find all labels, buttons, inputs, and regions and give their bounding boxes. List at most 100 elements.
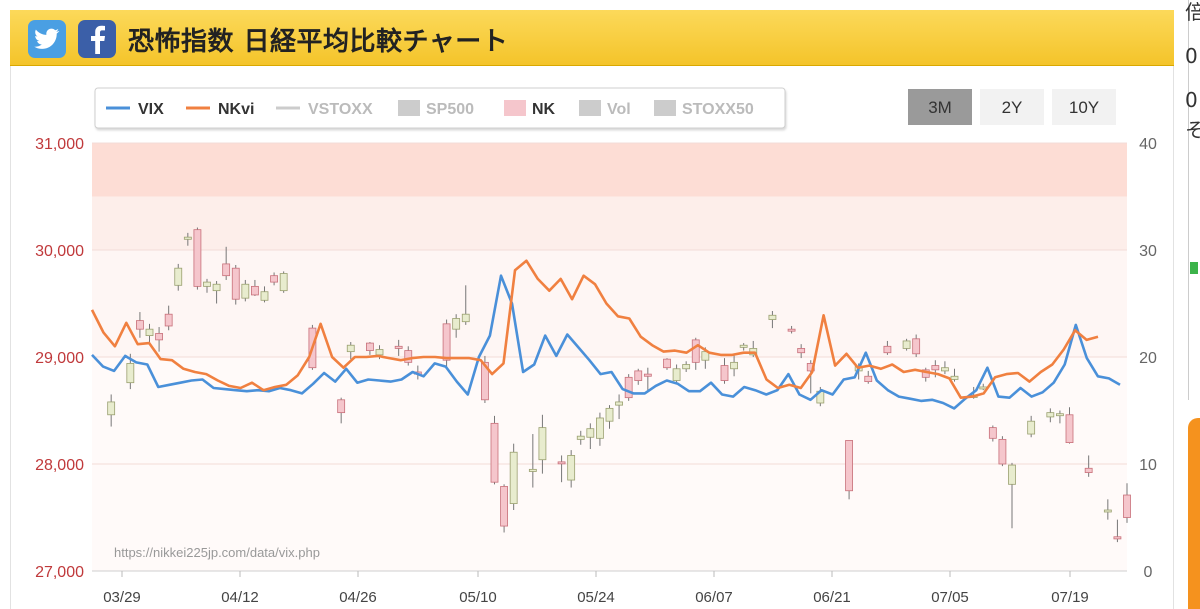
- y-left-tick-label: 31,000: [35, 136, 84, 153]
- candle-body: [461, 313, 470, 323]
- y-right-tick-label: 30: [1139, 243, 1157, 260]
- range-button-label: 3M: [928, 98, 952, 117]
- legend-item-stoxx50[interactable]: STOXX50: [654, 100, 754, 118]
- legend-item-vol[interactable]: Vol: [579, 100, 631, 118]
- candle-body: [605, 407, 614, 422]
- nk-candle: [222, 246, 231, 280]
- candle-body: [212, 283, 221, 292]
- nk-candle: [1046, 408, 1055, 423]
- range-button-bg: [1052, 89, 1116, 125]
- nk-candle: [1027, 415, 1036, 438]
- candle-body: [912, 338, 921, 355]
- nk-candle: [404, 346, 413, 366]
- nk-candle: [988, 425, 997, 442]
- candle-body: [682, 364, 691, 370]
- range-button-10y[interactable]: 10Y: [1052, 89, 1116, 125]
- nk-candle: [164, 305, 173, 331]
- y-left-tick-label: 30,000: [35, 243, 84, 260]
- legend-label: NK: [532, 101, 556, 118]
- legend-item-nk[interactable]: NK: [504, 100, 556, 118]
- candle-body: [557, 461, 566, 465]
- range-button-bg: [908, 89, 972, 125]
- x-tick-label: 07/19: [1051, 589, 1089, 606]
- range-button-3m[interactable]: 3M: [908, 89, 972, 125]
- legend-label: NKvi: [218, 101, 254, 118]
- sidebar-fragment: 倍: [1185, 0, 1200, 24]
- nk-candle: [634, 368, 643, 385]
- nk-candle: [1056, 410, 1064, 424]
- y-left-tick-label: 28,000: [35, 457, 84, 474]
- nk-candle: [663, 358, 671, 370]
- sidebar-fragment: 0: [1185, 44, 1198, 68]
- candle-body: [107, 401, 116, 416]
- nk-candle: [1008, 462, 1016, 529]
- candle-body: [260, 291, 269, 301]
- y-right-tick-label: 20: [1139, 350, 1157, 367]
- candle-body: [1046, 412, 1055, 418]
- nk-candle: [912, 334, 921, 357]
- twitter-icon: [34, 28, 60, 49]
- nk-candle: [203, 278, 211, 293]
- candle-body: [164, 313, 173, 327]
- candle-body: [615, 401, 623, 406]
- legend-label: SP500: [426, 101, 474, 118]
- candle-body: [1056, 413, 1064, 417]
- chart-legend: VIX NKvi VSTOXX SP500 NK Vol STOXX50: [94, 87, 786, 129]
- orange-widget[interactable]: [1188, 418, 1200, 609]
- candle-body: [155, 333, 163, 341]
- facebook-icon: [91, 25, 105, 54]
- nk-candle: [509, 443, 518, 511]
- candle-body: [251, 285, 259, 296]
- candle-body: [145, 328, 154, 336]
- candle-body: [576, 435, 585, 440]
- candle-body: [730, 361, 738, 370]
- candle-body: [193, 229, 202, 287]
- legend-item-vix[interactable]: VIX: [106, 101, 164, 118]
- nk-candle: [845, 440, 853, 500]
- grid-lines: [92, 142, 1127, 572]
- legend-item-sp500[interactable]: SP500: [398, 100, 474, 118]
- candle-body: [490, 422, 499, 483]
- axes: 27,000 28,000 29,000 30,000 31,000 0 10 20 30 40 0…: [35, 136, 1157, 606]
- candle-body: [720, 365, 729, 381]
- right-sidebar-edge: 倍 0 0 そ: [1176, 0, 1200, 609]
- nk-candle: [1084, 455, 1093, 477]
- facebook-share-button[interactable]: [78, 20, 116, 58]
- nk-candle: [883, 340, 892, 355]
- nk-candle: [787, 325, 796, 334]
- candle-body: [567, 455, 576, 481]
- candle-body: [481, 361, 489, 401]
- green-indicator: [1190, 262, 1198, 274]
- nk-candle: [720, 358, 729, 384]
- candle-body: [739, 344, 748, 348]
- nk-candle: [212, 281, 221, 304]
- candle-body: [452, 318, 461, 330]
- legend-swatch-box: [398, 100, 420, 116]
- candle-body: [941, 367, 949, 372]
- nk-candle: [998, 436, 1007, 467]
- nk-candle: [567, 450, 576, 488]
- legend-label: VSTOXX: [308, 101, 373, 118]
- range-button-2y[interactable]: 2Y: [980, 89, 1044, 125]
- candle-body: [346, 344, 355, 353]
- nk-candle: [624, 374, 633, 401]
- legend-item-vstoxx[interactable]: VSTOXX: [276, 101, 373, 118]
- candle-body: [538, 427, 547, 461]
- nk-candle: [596, 412, 604, 446]
- nk-candle: [586, 423, 595, 450]
- candle-body: [337, 399, 346, 414]
- nk-candles: [107, 227, 1131, 543]
- candle-body: [270, 275, 278, 283]
- nk-candle: [461, 285, 470, 325]
- nk-candle: [864, 370, 873, 384]
- nk-candle: [1113, 519, 1122, 543]
- legend-item-nkvi[interactable]: NKvi: [186, 101, 254, 118]
- legend-box: [94, 87, 786, 129]
- candle-body: [404, 350, 413, 363]
- nk-candle: [241, 279, 250, 302]
- x-tick-label: 05/24: [577, 589, 615, 606]
- nk-candle: [193, 227, 202, 290]
- candle-body: [1123, 494, 1131, 518]
- twitter-share-button[interactable]: [28, 20, 66, 58]
